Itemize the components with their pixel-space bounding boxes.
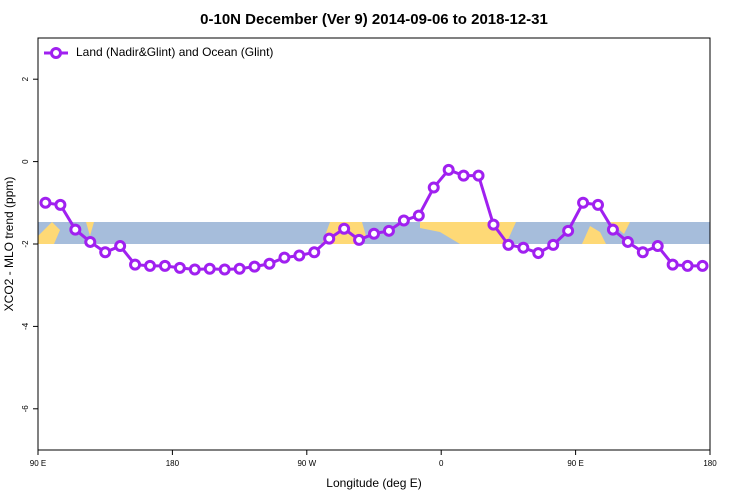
x-tick-label: 0 [439, 459, 444, 468]
data-point [517, 241, 530, 254]
x-axis-label: Longitude (deg E) [326, 476, 421, 490]
y-tick-label: 2 [21, 76, 30, 81]
data-point [532, 247, 545, 260]
data-point [487, 218, 500, 231]
data-point [218, 263, 231, 276]
data-point [69, 223, 82, 236]
data-point [293, 249, 306, 262]
data-point [666, 258, 679, 271]
data-point [427, 181, 440, 194]
land [86, 222, 94, 236]
data-point [114, 240, 127, 253]
data-point [592, 198, 604, 211]
data-point [681, 259, 694, 272]
data-point [353, 233, 366, 246]
data-point [248, 260, 261, 273]
x-tick-label: 180 [166, 459, 180, 468]
data-point [651, 240, 664, 253]
data-point [577, 196, 590, 209]
data-point [173, 261, 186, 274]
x-tick-label: 90 W [297, 459, 316, 468]
legend-label: Land (Nadir&Glint) and Ocean (Glint) [76, 45, 273, 59]
data-point [203, 262, 216, 275]
land [582, 226, 606, 244]
data-point [263, 257, 276, 270]
y-tick-label: -2 [21, 240, 30, 248]
x-tick-label: 90 E [30, 459, 46, 468]
y-tick-label: -4 [21, 322, 30, 330]
data-point [338, 222, 351, 235]
y-axis-label: XCO2 - MLO trend (ppm) [2, 177, 16, 312]
data-point [188, 263, 201, 276]
y-tick-label: 0 [21, 159, 30, 164]
data-point [39, 196, 52, 209]
data-line [45, 168, 703, 272]
data-point [412, 209, 425, 222]
data-point [502, 238, 515, 251]
data-point [144, 259, 156, 272]
data-point [442, 163, 455, 176]
x-tick-label: 180 [703, 459, 717, 468]
data-point [323, 232, 336, 245]
x-tick-label: 90 E [567, 459, 583, 468]
data-point [129, 258, 142, 271]
y-tick-label: -6 [21, 405, 30, 413]
data-point [397, 214, 410, 227]
data-point [547, 238, 560, 251]
data-point [278, 251, 291, 264]
data-point [562, 224, 575, 237]
land [38, 222, 60, 244]
data-point [696, 259, 709, 272]
data-point [382, 224, 395, 237]
data-point [368, 227, 380, 240]
data-point [84, 235, 97, 248]
legend-marker [50, 47, 62, 59]
data-point [158, 259, 171, 272]
chart-title: 0-10N December (Ver 9) 2014-09-06 to 201… [200, 11, 548, 28]
data-point [472, 169, 485, 182]
data-point [621, 235, 634, 248]
data-point [606, 223, 619, 236]
data-point [54, 198, 67, 211]
data-point [636, 246, 649, 259]
data-point [233, 262, 246, 275]
data-point [457, 169, 470, 182]
data-point [99, 246, 112, 259]
data-point [308, 246, 321, 259]
